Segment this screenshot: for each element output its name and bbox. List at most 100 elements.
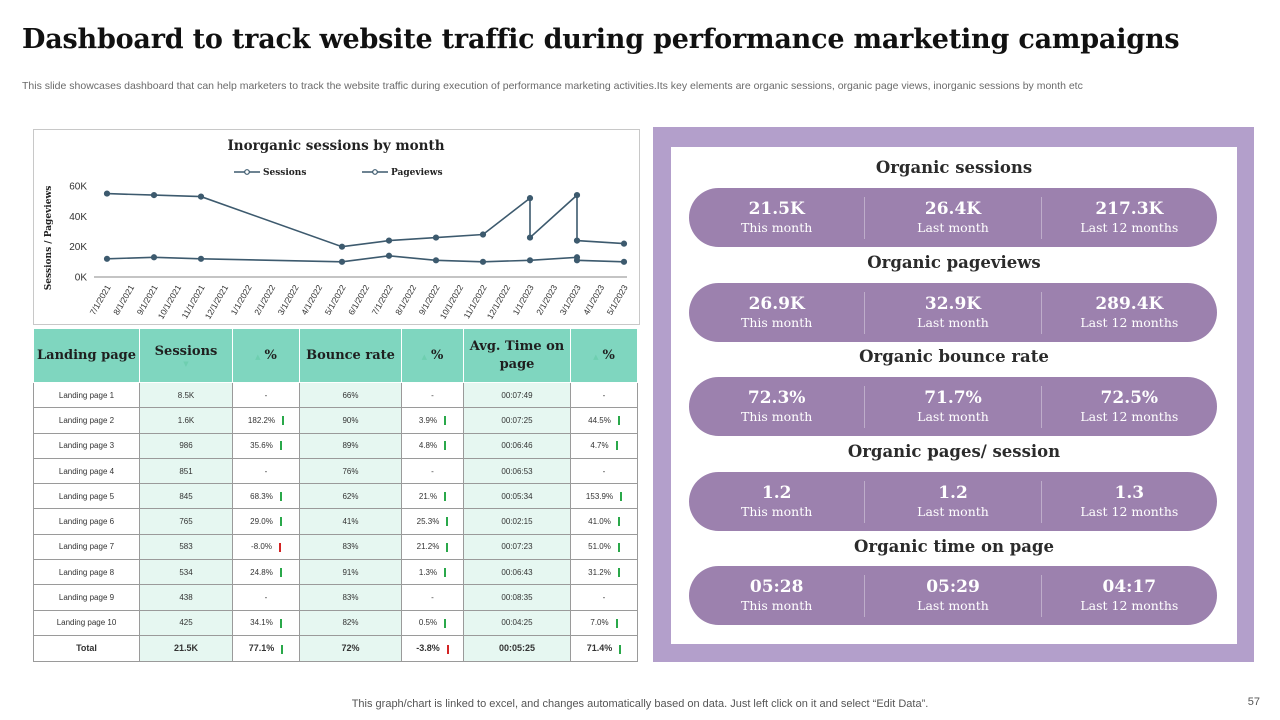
cell-value: 21.5K xyxy=(173,643,199,654)
trend-up-icon xyxy=(279,517,282,527)
table-cell-time: 00:07:23 xyxy=(463,533,571,561)
table-cell-time-pct: 71.4% xyxy=(570,634,638,662)
table-cell-time-pct: 41.0% xyxy=(570,508,638,535)
sort-down-icon[interactable]: ▼ xyxy=(183,359,189,369)
cell-value: 71.4% xyxy=(586,643,613,654)
metric-period-label: This month xyxy=(741,598,813,613)
cell-value: - xyxy=(602,390,606,400)
table-cell-sessions: 765 xyxy=(139,508,233,535)
sort-up-icon[interactable]: ▲ xyxy=(593,351,599,361)
y-tick-label: 0K xyxy=(75,273,88,284)
cell-value: Landing page 8 xyxy=(58,567,115,577)
table-row: Landing page 7 583 -8.0% 83% 21.2% 00:07:23 51… xyxy=(33,533,638,561)
metric-cell: 26.9K This month xyxy=(689,292,864,334)
metric-cell: 05:29 Last month xyxy=(864,574,1040,617)
cell-value: 1.3% xyxy=(418,567,438,577)
table-cell-sessions: 851 xyxy=(139,457,233,485)
x-tick-label: 2/1/2022 xyxy=(252,283,277,317)
trend-up-icon xyxy=(620,492,623,502)
table-cell-bounce: 90% xyxy=(299,407,402,434)
table-cell-time: 00:02:15 xyxy=(463,508,571,535)
cell-value: Total xyxy=(76,643,97,654)
cell-value: 00:06:46 xyxy=(501,441,533,451)
table-cell-sessions: 583 xyxy=(139,533,233,561)
cell-value: Landing page 9 xyxy=(58,593,115,603)
cell-value: 765 xyxy=(179,517,193,527)
table-cell-sessions-pct: - xyxy=(232,457,300,485)
cell-value: 00:05:25 xyxy=(498,643,536,654)
sort-up-icon[interactable]: ▲ xyxy=(421,351,428,361)
cell-value: - xyxy=(602,593,606,603)
cell-value: Landing page 6 xyxy=(58,517,115,527)
trend-up-icon xyxy=(615,618,618,628)
table-cell-sessions: 438 xyxy=(139,584,233,611)
cell-value: 1.6K xyxy=(177,415,195,425)
table-cell-sessions-pct: 77.1% xyxy=(232,634,300,662)
page-subtitle: This slide showcases dashboard that can … xyxy=(22,80,1083,92)
chart-svg: Inorganic sessions by month Sessions Pagev… xyxy=(44,138,630,321)
metric-title: Organic pageviews xyxy=(867,253,1041,272)
table-row: Landing page 9 438 - 83% - 00:08:35 - xyxy=(33,584,638,611)
table-row: Landing page 6 765 29.0% 41% 25.3% 00:02:15 41… xyxy=(33,508,638,535)
table-cell-time-pct: - xyxy=(570,457,638,485)
x-tick-label: 8/1/2022 xyxy=(393,283,418,317)
cell-value: Landing page 4 xyxy=(58,466,115,476)
cell-value: 21.2% xyxy=(416,542,440,552)
metric-cell: 32.9K Last month xyxy=(864,291,1040,334)
metric-period-label: This month xyxy=(741,315,813,330)
cell-value: 4.7% xyxy=(590,441,609,451)
x-tick-label: 3/1/2023 xyxy=(558,283,583,317)
metric-cell: 1.2 Last month xyxy=(864,480,1040,523)
trend-up-icon xyxy=(282,416,285,426)
header-landing-page[interactable]: Landing page xyxy=(33,328,140,383)
cell-value: 00:06:43 xyxy=(501,567,533,577)
data-point-pageviews xyxy=(620,240,628,247)
data-point-pageviews xyxy=(573,192,581,199)
data-point-pageviews xyxy=(385,237,393,244)
cell-value: Landing page 5 xyxy=(58,491,115,501)
header-time-pct[interactable]: ▲% xyxy=(570,328,638,383)
cell-value: 00:05:34 xyxy=(501,491,533,501)
metric-cell: 72.3% This month xyxy=(689,386,864,428)
data-point-sessions xyxy=(150,254,158,261)
cell-value: 00:04:25 xyxy=(501,618,533,628)
landing-page-table: Landing page Sessions ▼ ▲% Bounce rate ▲… xyxy=(33,328,638,662)
table-cell-bounce: 66% xyxy=(299,381,402,409)
cell-value: 51.0% xyxy=(588,542,611,552)
header-bounce-pct[interactable]: ▲% xyxy=(401,328,464,383)
metric-period-label: Last month xyxy=(917,504,989,519)
legend-label: Pageviews xyxy=(391,168,443,178)
data-point-pageviews xyxy=(338,243,346,250)
x-tick-label: 4/1/2022 xyxy=(299,283,324,317)
data-point-sessions xyxy=(432,257,440,264)
chart-title: Inorganic sessions by month xyxy=(227,138,444,154)
header-sessions-pct[interactable]: ▲% xyxy=(232,328,300,383)
header-avg-time[interactable]: Avg. Time on page xyxy=(463,328,571,383)
data-point-sessions xyxy=(526,257,534,264)
table-cell-bounce: 91% xyxy=(299,559,402,586)
data-point-sessions xyxy=(338,258,346,265)
organic-metrics-panel: Organic sessions 21.5K This month 26.4K Last… xyxy=(653,127,1254,662)
table-cell-time-pct: 7.0% xyxy=(570,609,638,636)
table-cell-name: Total xyxy=(33,634,140,662)
table-cell-sessions: 986 xyxy=(139,432,233,459)
cell-value: -3.8% xyxy=(416,643,440,654)
sort-up-icon[interactable]: ▲ xyxy=(255,351,261,361)
trend-up-icon xyxy=(279,567,282,577)
cell-value: Landing page 2 xyxy=(58,415,115,425)
metric-period-label: This month xyxy=(741,220,813,235)
table-cell-time: 00:06:53 xyxy=(463,457,571,485)
table-row: Landing page 2 1.6K 182.2% 90% 3.9% 00:07:25 4… xyxy=(33,407,638,434)
trend-up-icon xyxy=(279,492,282,502)
table-cell-sessions-pct: 29.0% xyxy=(232,508,300,535)
data-point-pageviews xyxy=(526,234,534,241)
inorganic-sessions-chart[interactable]: Inorganic sessions by month Sessions Pagev… xyxy=(33,129,640,325)
header-bounce-rate[interactable]: Bounce rate xyxy=(299,328,402,383)
table-cell-bounce-pct: 1.3% xyxy=(401,559,464,586)
table-body: Landing page 1 8.5K -66% -00:07:49- Landing … xyxy=(33,381,638,662)
footer-note: This graph/chart is linked to excel, and… xyxy=(351,698,929,710)
metric-value: 1.3 xyxy=(1114,483,1145,503)
cell-value: Landing page 3 xyxy=(58,441,115,451)
table-cell-sessions-pct: 35.6% xyxy=(232,432,300,459)
header-sessions[interactable]: Sessions ▼ xyxy=(139,328,233,383)
